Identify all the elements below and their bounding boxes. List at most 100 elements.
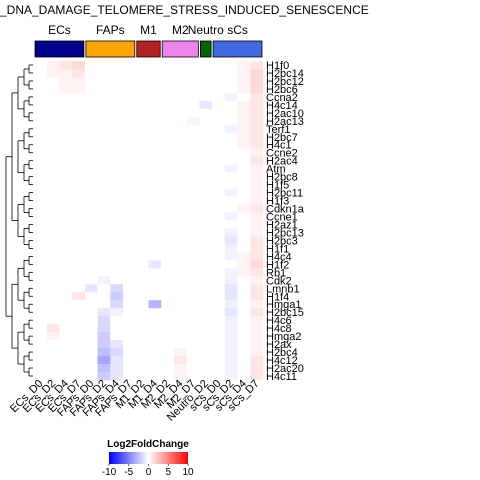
heatmap-cell	[173, 68, 187, 78]
heatmap-cell	[110, 324, 124, 333]
heatmap-cell	[148, 244, 162, 253]
heatmap-cell	[250, 284, 264, 293]
heatmap-cell	[173, 124, 187, 134]
heatmap-cell	[186, 164, 200, 173]
heatmap-cell	[250, 332, 264, 341]
heatmap-cell	[186, 236, 200, 245]
group-label-m1: M1	[140, 23, 157, 37]
heatmap-cell	[84, 92, 98, 102]
heatmap-cell	[34, 300, 48, 309]
heatmap-cell	[199, 300, 213, 309]
heatmap-cell	[135, 268, 149, 277]
heatmap-cell	[250, 260, 264, 269]
heatmap-cell	[250, 100, 264, 110]
heatmap-cell	[135, 188, 149, 197]
heatmap-cell	[148, 196, 162, 205]
heatmap-cell	[212, 348, 226, 357]
heatmap-cell	[34, 84, 48, 94]
heatmap-cell	[34, 348, 48, 357]
heatmap-cell	[237, 236, 251, 245]
heatmap-cell	[224, 76, 238, 86]
heatmap-cell	[199, 180, 213, 189]
heatmap-cell	[173, 140, 187, 150]
row-label: Ccna2	[266, 92, 298, 104]
heatmap-cell	[97, 116, 111, 126]
heatmap-cell	[72, 340, 86, 349]
heatmap-cell	[237, 252, 251, 261]
heatmap-cell	[46, 220, 60, 229]
row-label: H4c11	[266, 371, 297, 383]
heatmap-cell	[250, 116, 264, 126]
legend-tick-label: 0	[146, 467, 152, 478]
heatmap-cell	[97, 61, 111, 70]
heatmap-cell	[224, 100, 238, 110]
heatmap-cell	[135, 172, 149, 181]
heatmap-cell	[212, 180, 226, 189]
heatmap-cell	[72, 100, 86, 110]
heatmap-cell	[72, 220, 86, 229]
heatmap-cell	[46, 340, 60, 349]
heatmap-cell	[84, 156, 98, 165]
heatmap-cell	[97, 100, 111, 110]
heatmap-cell	[72, 140, 86, 150]
heatmap-cell	[34, 188, 48, 197]
heatmap-cell	[173, 300, 187, 309]
heatmap-cell	[59, 356, 73, 365]
heatmap-cell	[46, 76, 60, 86]
heatmap-cell	[161, 61, 175, 70]
heatmap-cell	[224, 308, 238, 317]
heatmap-cell	[161, 68, 175, 78]
row-label: H2az1	[266, 219, 298, 231]
heatmap-cell	[237, 116, 251, 126]
heatmap-cell	[110, 92, 124, 102]
heatmap-cell	[72, 196, 86, 205]
heatmap-cell	[161, 316, 175, 325]
heatmap-cell	[148, 76, 162, 86]
heatmap-cell	[237, 220, 251, 229]
heatmap-cell	[59, 100, 73, 110]
heatmap-cell	[173, 84, 187, 94]
heatmap-cell	[46, 260, 60, 269]
heatmap-cell	[250, 244, 264, 253]
heatmap-cell	[212, 244, 226, 253]
heatmap-cell	[212, 260, 226, 269]
heatmap-cell	[72, 228, 86, 237]
heatmap-cell	[123, 76, 137, 86]
heatmap-cell	[224, 164, 238, 173]
heatmap-cell	[34, 68, 48, 78]
heatmap-cell	[237, 356, 251, 365]
row-label: H1f3	[266, 196, 289, 208]
heatmap-cell	[97, 316, 111, 325]
heatmap-cell	[97, 92, 111, 102]
heatmap-cell	[110, 196, 124, 205]
heatmap-cell	[123, 92, 137, 102]
heatmap-cell	[72, 244, 86, 253]
heatmap-cell	[34, 292, 48, 301]
heatmap-cell	[135, 332, 149, 341]
heatmap-cell	[84, 348, 98, 357]
heatmap-cell	[224, 284, 238, 293]
heatmap-cell	[161, 220, 175, 229]
heatmap-cell	[250, 92, 264, 102]
heatmap-cell	[186, 76, 200, 86]
heatmap-cell	[224, 300, 238, 309]
heatmap-cell	[199, 324, 213, 333]
heatmap-cell	[212, 364, 226, 373]
heatmap-cell	[186, 372, 200, 381]
heatmap-cell	[97, 140, 111, 150]
heatmap-cell	[84, 332, 98, 341]
heatmap-cell	[173, 268, 187, 277]
heatmap-cell	[110, 348, 124, 357]
heatmap-cell	[135, 300, 149, 309]
heatmap-cell	[135, 260, 149, 269]
heatmap-cell	[237, 84, 251, 94]
heatmap-cell	[59, 68, 73, 78]
heatmap-cell	[173, 76, 187, 86]
heatmap-cell	[161, 356, 175, 365]
heatmap-cell	[237, 204, 251, 213]
heatmap-cell	[161, 340, 175, 349]
row-label: H4c14	[266, 100, 298, 112]
heatmap-cell	[186, 84, 200, 94]
heatmap-cell	[237, 172, 251, 181]
heatmap-cell	[72, 212, 86, 221]
